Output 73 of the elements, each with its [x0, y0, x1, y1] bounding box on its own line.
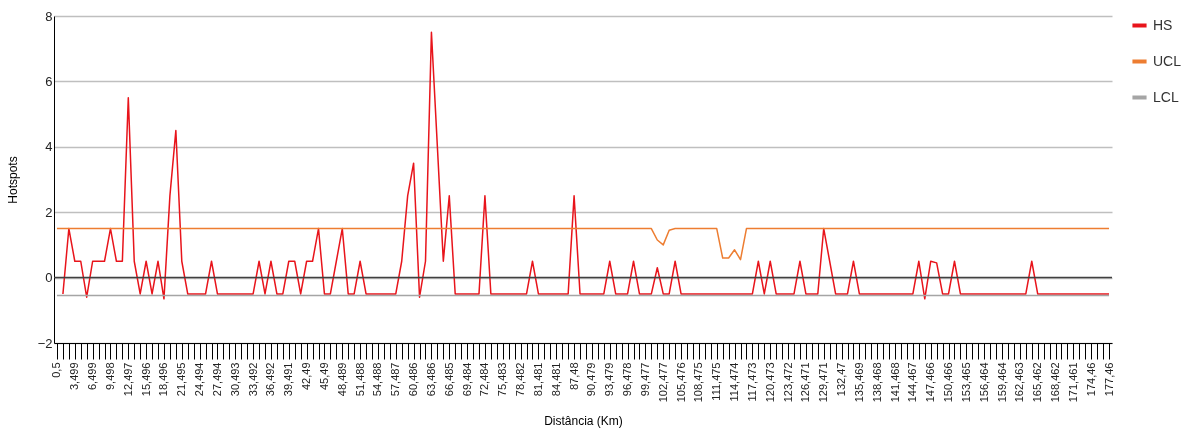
x-tick-label: 168,462: [1049, 362, 1062, 403]
legend-label: UCL: [1153, 52, 1182, 69]
legend-label: LCL: [1153, 88, 1179, 105]
x-tick-label: 147,466: [924, 362, 937, 403]
x-tick-label: 153,465: [959, 362, 972, 403]
x-tick-label: 159,464: [995, 362, 1008, 403]
x-tick-label: 141,468: [888, 362, 901, 403]
y-tick-label: 4: [45, 139, 53, 155]
x-tick-label: 117,473: [745, 362, 758, 402]
x-tick-label: 6,499: [86, 362, 99, 391]
x-tick-label: 33,492: [246, 362, 259, 397]
x-axis-title: Distância (Km): [544, 414, 623, 429]
line-series: [62, 31, 1110, 300]
y-tick-label: 8: [45, 8, 53, 24]
x-tick-label: 174,46: [1084, 362, 1097, 397]
x-tick-label: 21,495: [175, 362, 188, 397]
x-tick-label: 45,49: [317, 362, 330, 391]
x-tick-label: 78,482: [514, 362, 527, 397]
x-tick-label: 69,484: [460, 362, 473, 397]
x-tick-label: 3,499: [68, 362, 81, 391]
x-tick-label: 171,461: [1066, 362, 1079, 403]
x-tick-label: 15,496: [139, 362, 152, 397]
x-tick-label: 135,469: [852, 362, 865, 403]
x-tick-label: 51,488: [353, 362, 366, 397]
x-tick-label: 87,48: [567, 362, 580, 391]
x-tick-label: 144,467: [906, 362, 919, 403]
x-tick-label: 24,494: [193, 362, 206, 397]
x-tick-label: 150,466: [942, 362, 955, 403]
x-tick-label: 102,477: [656, 362, 669, 403]
y-axis-title: Hotspots: [5, 156, 20, 204]
x-tick-label: 123,472: [781, 362, 794, 403]
y-tick-label: 0: [45, 270, 53, 286]
x-tick-label: 126,471: [799, 362, 812, 403]
x-tick-label: 27,494: [210, 362, 223, 397]
x-tick-label: 42,49: [300, 362, 313, 391]
x-tick-label: 162,463: [1013, 362, 1026, 403]
x-tick-label: 177,46: [1102, 362, 1115, 397]
x-tick-label: 108,475: [692, 362, 705, 403]
x-tick-label: 48,489: [335, 362, 348, 397]
x-tick-label: 90,479: [585, 362, 598, 397]
x-tick-label: 132,47: [835, 362, 848, 397]
x-tick-label: 66,485: [442, 362, 455, 397]
line-series: [56, 227, 1110, 261]
x-tick-label: 63,486: [424, 362, 437, 397]
x-tick-label: 156,464: [977, 362, 990, 403]
x-tick-label: 93,479: [603, 362, 616, 397]
x-tick-label: 18,496: [157, 362, 170, 397]
x-tick-label: 114,474: [728, 362, 741, 402]
x-tick-label: 0,5: [50, 362, 63, 378]
x-tick-label: 36,492: [264, 362, 277, 397]
x-tick-label: 111,475: [710, 362, 723, 401]
x-tick-label: 75,483: [496, 362, 509, 397]
x-tick-label: 72,484: [478, 362, 491, 397]
legend-label: HS: [1153, 16, 1173, 33]
x-tick-label: 60,486: [407, 362, 420, 397]
x-tick-label: 12,497: [121, 362, 134, 397]
x-tick-label: 120,473: [763, 362, 776, 403]
y-tick-label: 2: [45, 204, 53, 220]
y-tick-label: 6: [45, 73, 53, 89]
x-tick-label: 138,468: [870, 362, 883, 403]
x-tick-label: 105,476: [674, 362, 687, 403]
x-tick-label: 30,493: [228, 362, 241, 397]
x-tick-label: 9,498: [103, 362, 116, 391]
y-tick-label: −2: [37, 335, 53, 351]
x-tick-label: 129,471: [817, 362, 830, 403]
x-tick-label: 165,462: [1031, 362, 1044, 403]
x-tick-label: 54,488: [371, 362, 384, 397]
x-tick-label: 99,477: [638, 362, 651, 397]
x-tick-label: 81,481: [531, 362, 544, 397]
x-tick-label: 96,478: [621, 362, 634, 397]
x-tick-label: 84,481: [549, 362, 562, 397]
x-tick-label: 39,491: [282, 362, 295, 397]
x-tick-label: 57,487: [389, 362, 402, 397]
